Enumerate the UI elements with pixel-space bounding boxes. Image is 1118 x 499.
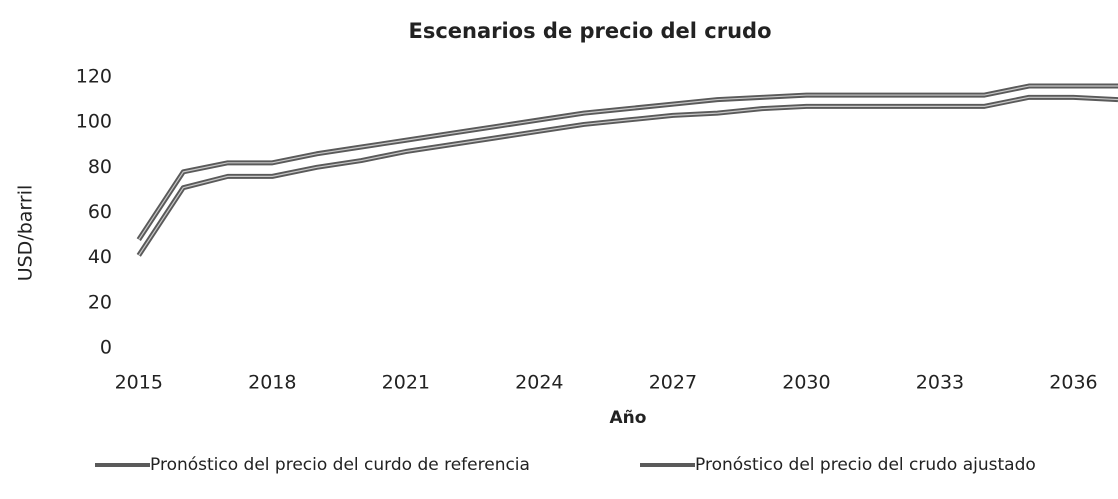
x-tick-label: 2018 — [248, 372, 296, 394]
x-tick-label: 2036 — [1049, 372, 1097, 394]
y-tick-label: 0 — [100, 337, 112, 359]
x-tick-label: 2033 — [916, 372, 964, 394]
x-tick-label: 2027 — [649, 372, 697, 394]
x-tick-label: 2024 — [515, 372, 563, 394]
y-tick-label: 80 — [88, 156, 112, 178]
x-axis-title: Año — [610, 408, 647, 428]
series-line-highlight — [138, 96, 1118, 256]
y-tick-label: 60 — [88, 201, 112, 223]
series-line-highlight — [138, 85, 1118, 240]
chart-title: Escenarios de precio del crudo — [408, 19, 771, 43]
x-tick-label: 2021 — [382, 372, 430, 394]
x-tick-label: 2030 — [782, 372, 830, 394]
x-tick-label: 2015 — [115, 372, 163, 394]
y-tick-label: 120 — [76, 66, 112, 88]
legend-label: Pronóstico del precio del crudo ajustado — [695, 455, 1036, 475]
y-tick-label: 100 — [76, 111, 112, 133]
series-line — [136, 94, 1118, 257]
y-tick-label: 40 — [88, 246, 112, 268]
y-axis-title: USD/barril — [15, 185, 37, 282]
legend-label: Pronóstico del precio del curdo de refer… — [150, 455, 530, 475]
y-tick-label: 20 — [88, 291, 112, 313]
